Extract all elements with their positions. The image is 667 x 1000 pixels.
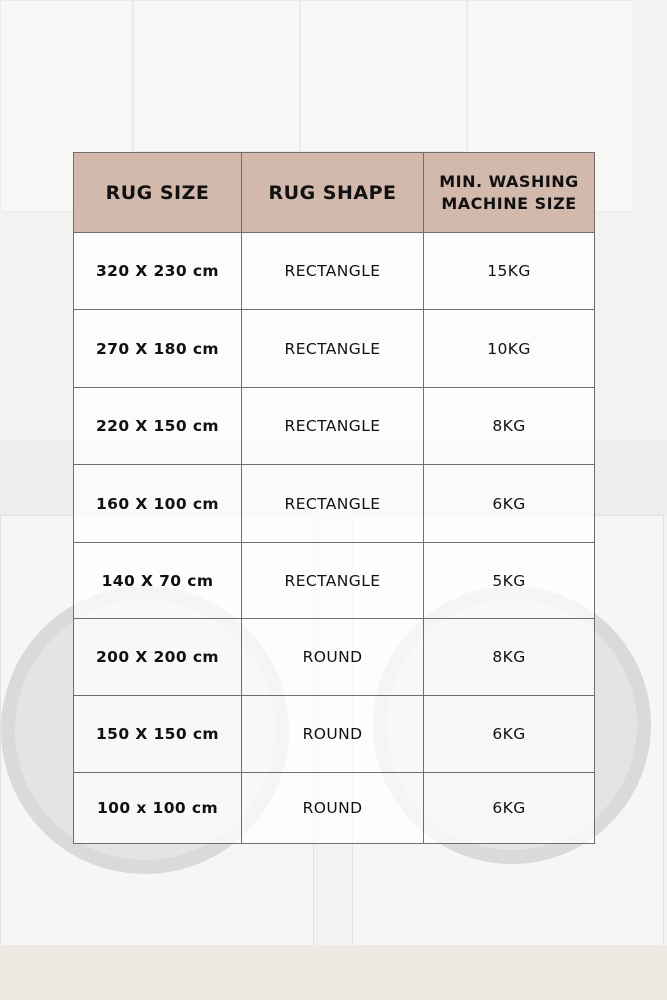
rug-shape-cell: RECTANGLE: [241, 232, 424, 310]
rug-shape-cell: ROUND: [241, 618, 424, 696]
rug-size-cell: 220 X 150 cm: [73, 387, 242, 465]
machine-size-cell: 15KG: [423, 232, 595, 310]
machine-size-cell: 6KG: [423, 772, 595, 844]
rug-size-cell: 140 X 70 cm: [73, 542, 242, 619]
table-row: 150 X 150 cm ROUND 6KG: [73, 695, 595, 773]
rug-shape-cell: RECTANGLE: [241, 387, 424, 465]
header-min-washing-machine-size: MIN. WASHING MACHINE SIZE: [423, 152, 595, 233]
machine-size-cell: 6KG: [423, 695, 595, 773]
table-row: 200 X 200 cm ROUND 8KG: [73, 618, 595, 696]
table-row: 220 X 150 cm RECTANGLE 8KG: [73, 387, 595, 465]
rug-size-cell: 100 x 100 cm: [73, 772, 242, 844]
rug-shape-cell: RECTANGLE: [241, 464, 424, 543]
machine-size-cell: 10KG: [423, 309, 595, 388]
machine-size-cell: 8KG: [423, 618, 595, 696]
rug-washing-machine-size-table: RUG SIZE RUG SHAPE MIN. WASHING MACHINE …: [73, 152, 595, 844]
header-rug-shape: RUG SHAPE: [241, 152, 424, 233]
table-header-row: RUG SIZE RUG SHAPE MIN. WASHING MACHINE …: [73, 152, 595, 233]
table-row: 320 X 230 cm RECTANGLE 15KG: [73, 232, 595, 310]
rug-size-cell: 320 X 230 cm: [73, 232, 242, 310]
header-rug-size: RUG SIZE: [73, 152, 242, 233]
rug-size-cell: 270 X 180 cm: [73, 309, 242, 388]
rug-shape-cell: RECTANGLE: [241, 309, 424, 388]
rug-shape-cell: ROUND: [241, 772, 424, 844]
machine-size-cell: 8KG: [423, 387, 595, 465]
table-row: 270 X 180 cm RECTANGLE 10KG: [73, 309, 595, 388]
rug-shape-cell: ROUND: [241, 695, 424, 773]
machine-size-cell: 5KG: [423, 542, 595, 619]
table-row: 140 X 70 cm RECTANGLE 5KG: [73, 542, 595, 619]
rug-size-cell: 150 X 150 cm: [73, 695, 242, 773]
rug-size-cell: 160 X 100 cm: [73, 464, 242, 543]
table-row: 100 x 100 cm ROUND 6KG: [73, 772, 595, 844]
table-row: 160 X 100 cm RECTANGLE 6KG: [73, 464, 595, 543]
rug-size-cell: 200 X 200 cm: [73, 618, 242, 696]
rug-shape-cell: RECTANGLE: [241, 542, 424, 619]
machine-size-cell: 6KG: [423, 464, 595, 543]
